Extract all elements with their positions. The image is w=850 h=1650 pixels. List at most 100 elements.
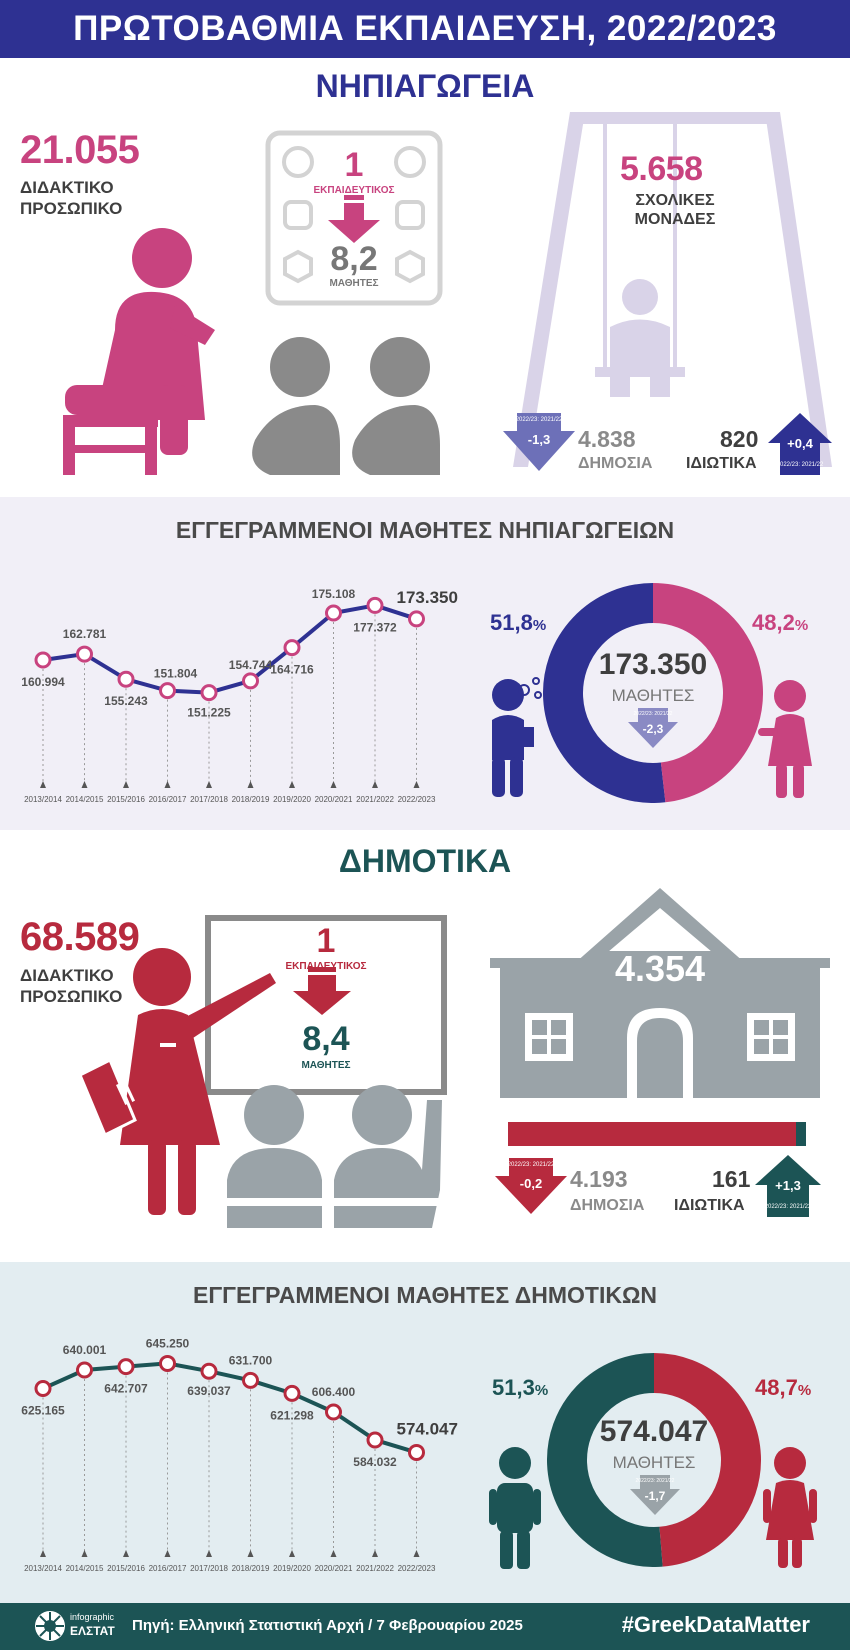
data-label: 625.165	[21, 1404, 65, 1418]
data-point	[76, 1361, 93, 1379]
kindergarten-private-change: +0,4	[787, 436, 813, 451]
kindergarten-units-value: 5.658	[620, 150, 703, 188]
primary-private-up-arrow-icon	[755, 1155, 821, 1217]
kindergarten-ratio-students-value: 8,2	[330, 240, 378, 278]
kindergarten-enrollment-line-chart: 2013/2014 2014/2015 2015/2016 2016/2017 2017…	[21, 587, 458, 804]
footer	[0, 1603, 850, 1650]
axis-tick	[123, 1550, 129, 1557]
data-label: 173.350	[397, 588, 458, 607]
ratio-board-icon	[265, 130, 443, 306]
x-tick-label: 2013/2014	[24, 1564, 62, 1573]
x-tick-label: 2022/2023	[398, 1564, 436, 1573]
x-tick-label: 2019/2020	[273, 795, 311, 804]
kindergarten-public-down-arrow-icon	[503, 413, 575, 471]
axis-tick	[289, 1550, 295, 1557]
axis-tick	[81, 1550, 88, 1557]
x-tick-label: 2021/2022	[356, 795, 394, 804]
kindergarten-gender-donut-chart	[543, 583, 763, 803]
primary-staff-label-2: ΠΡΟΣΩΠΙΚΟ	[20, 987, 123, 1006]
x-tick-label: 2020/2021	[315, 795, 353, 804]
x-tick-label: 2016/2017	[149, 1564, 187, 1573]
primary-donut-label: ΜΑΘΗΤΕΣ	[612, 1453, 696, 1472]
primary-chart-title: ΕΓΓΕΓΡΑΜΜΕΝΟΙ ΜΑΘΗΤΕΣ ΔΗΜΟΤΙΚΩΝ	[192, 1282, 657, 1308]
boy-blowing-bubbles-icon	[492, 677, 542, 797]
primary-private-change: +1,3	[775, 1178, 801, 1193]
kindergarten-donut-change-period: 2022/23: 2021/22	[633, 711, 673, 717]
footer-logo-line-1: infographic	[70, 1612, 115, 1622]
axis-tick	[40, 781, 46, 788]
kindergarten-public-change-period: 2022/23: 2021/22	[515, 417, 563, 423]
footer-hashtag: #GreekDataMatter	[621, 1612, 810, 1637]
data-label: 642.707	[104, 1382, 148, 1396]
data-point	[408, 610, 425, 628]
donut-slice	[543, 583, 666, 803]
primary-section-title: ΔΗΜΟΤΙΚΑ	[338, 843, 512, 879]
kindergarten-public-value: 4.838	[578, 426, 636, 452]
seated-children-icon	[252, 337, 440, 475]
kindergarten-public-label: ΔΗΜΟΣΙΑ	[578, 455, 653, 472]
series-line	[42, 1361, 418, 1455]
kindergarten-staff-label-1: ΔΙΔΑΚΤΙΚΟ	[20, 178, 114, 197]
primary-private-value: 161	[712, 1166, 751, 1192]
data-point	[200, 684, 218, 702]
kindergarten-staff-value: 21.055	[20, 128, 140, 172]
x-tick-label: 2020/2021	[315, 1564, 353, 1573]
x-tick-label: 2017/2018	[190, 1564, 228, 1573]
x-tick-label: 2022/2023	[398, 795, 436, 804]
page-title: ΠΡΩΤΟΒΑΘΜΙΑ ΕΚΠΑΙΔΕΥΣΗ, 2022/2023	[0, 0, 850, 58]
x-tick-label: 2014/2015	[66, 1564, 104, 1573]
kindergarten-donut-label: ΜΑΘΗΤΕΣ	[611, 686, 695, 705]
axis-tick	[413, 1550, 420, 1557]
standing-teacher-icon	[80, 948, 276, 1215]
primary-students-icon	[222, 1085, 442, 1228]
primary-gender-donut-chart	[547, 1353, 761, 1567]
data-point	[325, 1403, 342, 1421]
data-point	[34, 1380, 52, 1398]
axis-tick	[330, 1550, 337, 1557]
x-tick-label: 2018/2019	[232, 1564, 270, 1573]
axis-tick	[372, 781, 378, 788]
primary-donut-change-period: 2022/23: 2021/22	[635, 1478, 675, 1484]
data-label: 639.037	[187, 1384, 231, 1398]
kindergarten-boys-pct: 51,8%	[490, 610, 547, 635]
axis-tick	[81, 781, 88, 788]
kindergarten-units-label-1: ΣΧΟΛΙΚΕΣ	[635, 192, 715, 209]
whiteboard-icon	[205, 915, 447, 1095]
axis-tick	[330, 781, 337, 788]
data-point	[242, 672, 259, 690]
data-label: 631.700	[229, 1353, 273, 1367]
girl-icon	[758, 680, 812, 798]
kindergarten-chart-title: ΕΓΓΕΓΡΑΜΜΕΝΟΙ ΜΑΘΗΤΕΣ ΝΗΠΙΑΓΩΓΕΙΩΝ	[175, 517, 675, 543]
primary-public-change-period: 2022/23: 2021/22	[507, 1162, 555, 1168]
data-point	[200, 1362, 218, 1380]
primary-staff-label-1: ΔΙΔΑΚΤΙΚΟ	[20, 966, 114, 985]
kindergarten-units-label-2: ΜΟΝΑΔΕΣ	[634, 211, 716, 228]
data-label: 151.804	[154, 667, 198, 681]
axis-tick	[413, 781, 420, 788]
data-label: 151.225	[187, 706, 231, 720]
axis-tick	[372, 1550, 378, 1557]
data-label: 160.994	[21, 675, 65, 689]
data-point	[366, 596, 384, 614]
kindergarten-private-change-period: 2022/23: 2021/22	[776, 462, 824, 468]
axis-tick	[289, 781, 295, 788]
primary-public-share-bar	[508, 1122, 806, 1146]
primary-ratio-teacher-label: ΕΚΠΑΙΔΕΥΤΙΚΟΣ	[285, 961, 367, 972]
donut-slice	[547, 1353, 663, 1567]
axis-tick	[164, 1550, 171, 1557]
primary-donut-down-arrow-icon	[630, 1475, 680, 1515]
donut-slice	[653, 1353, 761, 1567]
axis-tick	[164, 781, 171, 788]
primary-ratio-students-label: ΜΑΘΗΤΕΣ	[301, 1060, 351, 1071]
kindergarten-girls-pct: 48,2%	[752, 610, 809, 635]
kindergarten-donut-down-arrow-icon	[628, 708, 678, 748]
kindergarten-donut-value: 173.350	[598, 648, 708, 681]
data-point	[242, 1371, 259, 1389]
axis-tick	[206, 1550, 212, 1557]
primary-private-change-period: 2022/23: 2021/22	[764, 1204, 812, 1210]
data-point	[117, 670, 135, 688]
donut-slice	[652, 583, 763, 803]
primary-public-down-arrow-icon	[495, 1158, 567, 1214]
data-label: 584.032	[353, 1455, 397, 1469]
primary-public-change: -0,2	[519, 1176, 543, 1191]
